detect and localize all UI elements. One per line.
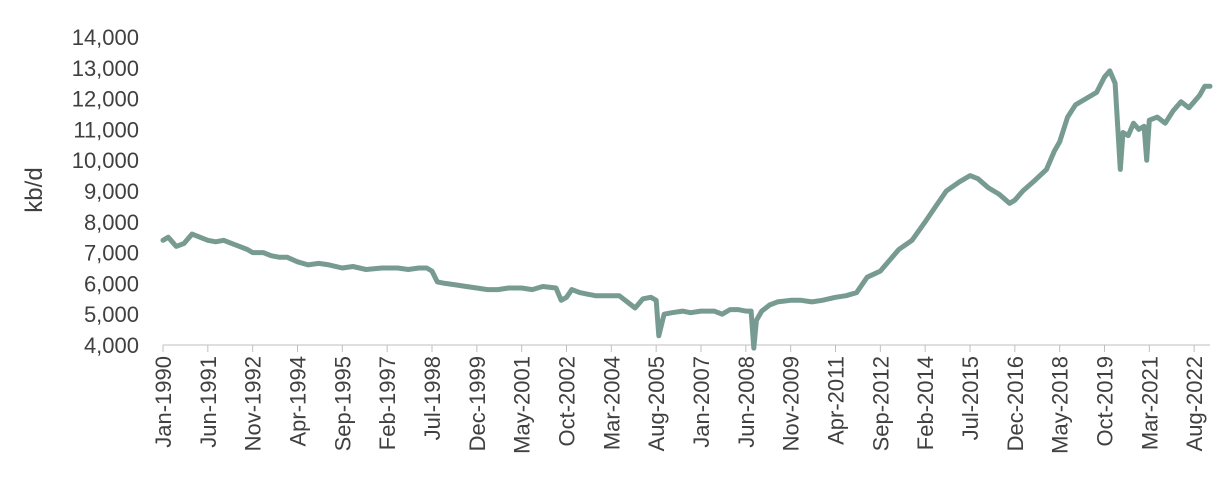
series-line <box>160 68 1213 351</box>
x-tick-label: Nov-2009 <box>779 356 804 451</box>
x-tick-label: Jul-1998 <box>420 356 445 440</box>
x-axis-ticks: Jan-1990 Jun-1991 Nov-1992 Apr-1994 Sep-1995… <box>151 356 1207 454</box>
y-tick-label: 10,000 <box>72 148 139 173</box>
y-tick-label: 12,000 <box>72 87 139 112</box>
x-tick-label: Apr-1994 <box>286 356 311 447</box>
y-tick-label: 11,000 <box>73 117 139 142</box>
y-axis-title: kb/d <box>21 167 48 212</box>
y-tick-label: 8,000 <box>84 210 139 235</box>
y-tick-label: 13,000 <box>72 56 139 81</box>
x-tick-label: Nov-1992 <box>241 356 266 451</box>
x-tick-label: Dec-1999 <box>465 356 490 451</box>
y-tick-label: 9,000 <box>84 179 139 204</box>
x-tick-label: Aug-2022 <box>1182 356 1207 451</box>
x-tick-label: Oct-2019 <box>1093 356 1118 447</box>
x-tick-label: Dec-2016 <box>1003 356 1028 451</box>
x-tick-label: Aug-2005 <box>644 356 669 451</box>
x-tick-label: Mar-2021 <box>1137 356 1162 450</box>
x-tick-label: Jun-2008 <box>734 356 759 448</box>
x-tick-label: Jan-2007 <box>689 356 714 448</box>
x-tick-label: Mar-2004 <box>599 356 624 450</box>
x-axis-tick-marks <box>162 345 1195 352</box>
plot-area <box>160 68 1213 351</box>
y-tick-label: 4,000 <box>84 333 139 358</box>
y-tick-label: 14,000 <box>72 25 139 50</box>
y-axis-ticks: 4,000 5,000 6,000 7,000 8,000 9,000 10,000 11,0… <box>72 25 139 358</box>
x-tick-label: Apr-2011 <box>824 356 849 445</box>
x-tick-label: Feb-2014 <box>913 356 938 450</box>
x-tick-label: May-2001 <box>510 356 535 454</box>
x-tick-label: Jun-1991 <box>196 356 221 448</box>
x-tick-label: Sep-2012 <box>868 356 893 451</box>
y-tick-label: 5,000 <box>84 302 139 327</box>
x-tick-label: May-2018 <box>1048 356 1073 454</box>
y-tick-label: 6,000 <box>84 271 139 296</box>
x-tick-label: Sep-1995 <box>330 356 355 451</box>
x-tick-label: Oct-2002 <box>555 356 580 447</box>
x-tick-label: Jul-2015 <box>958 356 983 440</box>
y-tick-label: 7,000 <box>84 241 139 266</box>
x-tick-label: Feb-1997 <box>375 356 400 450</box>
x-tick-label: Jan-1990 <box>151 356 176 448</box>
